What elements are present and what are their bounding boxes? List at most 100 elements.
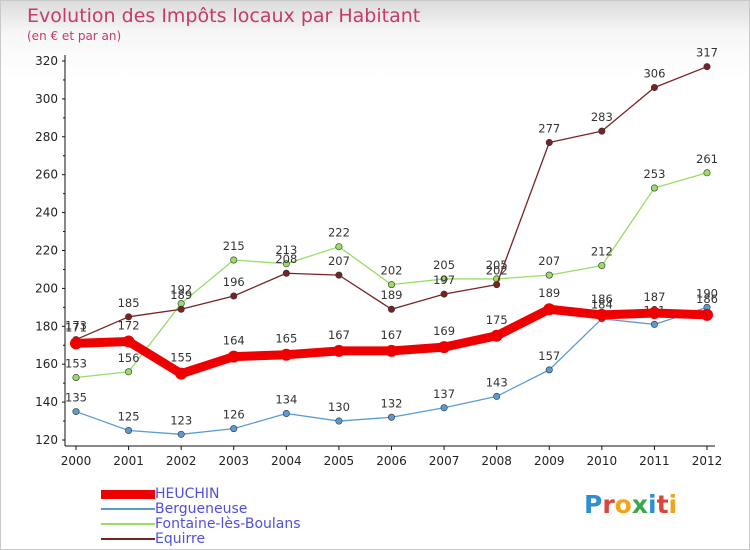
data-point-fontaine-l-s-boulans — [387, 281, 395, 289]
data-label-bergueneuse: 157 — [538, 349, 560, 363]
legend-label: Fontaine-lès-Boulans — [155, 516, 301, 532]
data-label-heuchin: 164 — [223, 334, 245, 348]
x-tick-label: 2010 — [587, 454, 618, 468]
data-point-equirre — [335, 271, 343, 279]
x-tick-label: 2006 — [376, 454, 407, 468]
data-label-heuchin: 165 — [275, 332, 297, 346]
x-tick-label: 2005 — [324, 454, 355, 468]
data-label-fontaine-l-s-boulans: 153 — [65, 356, 87, 370]
data-point-bergueneuse — [387, 413, 395, 421]
data-label-heuchin: 186 — [591, 292, 613, 306]
proxiti-logo: Proxiti — [584, 490, 677, 519]
data-label-heuchin: 169 — [433, 324, 455, 338]
logo-letter: o — [614, 490, 632, 519]
data-point-bergueneuse — [650, 320, 658, 328]
data-point-equirre — [493, 281, 501, 289]
data-point-bergueneuse — [440, 404, 448, 412]
x-tick-label: 2011 — [639, 454, 670, 468]
x-tick-label: 2012 — [692, 454, 723, 468]
data-point-equirre — [598, 127, 606, 135]
data-point-bergueneuse — [545, 366, 553, 374]
data-label-heuchin: 175 — [486, 313, 508, 327]
data-label-heuchin: 172 — [118, 318, 140, 332]
data-point-equirre — [650, 84, 658, 92]
data-label-heuchin: 186 — [696, 292, 718, 306]
logo-letter: t — [656, 490, 669, 519]
x-tick-label: 2003 — [218, 454, 249, 468]
data-point-heuchin — [70, 337, 82, 350]
y-tick-label: 180 — [35, 319, 58, 333]
y-tick-label: 140 — [35, 395, 58, 409]
data-label-bergueneuse: 190 — [696, 286, 718, 300]
data-point-equirre — [703, 63, 711, 71]
data-point-fontaine-l-s-boulans — [440, 275, 448, 283]
data-point-fontaine-l-s-boulans — [545, 271, 553, 279]
data-point-heuchin — [701, 308, 713, 321]
data-point-heuchin — [385, 344, 398, 357]
data-point-bergueneuse — [335, 417, 343, 425]
data-label-equirre: 317 — [696, 46, 718, 60]
data-point-fontaine-l-s-boulans — [72, 373, 80, 381]
x-tick-label: 2008 — [481, 454, 512, 468]
logo-letter: i — [668, 490, 678, 519]
data-label-fontaine-l-s-boulans: 156 — [118, 351, 140, 365]
data-label-fontaine-l-s-boulans: 212 — [591, 245, 613, 259]
data-point-equirre — [177, 305, 185, 313]
data-point-equirre — [230, 292, 238, 300]
data-point-heuchin — [595, 308, 608, 321]
data-point-bergueneuse — [125, 427, 133, 435]
data-point-bergueneuse — [230, 425, 238, 433]
data-label-fontaine-l-s-boulans: 222 — [328, 226, 350, 240]
data-label-equirre: 202 — [486, 264, 508, 278]
logo-letter: P — [584, 490, 603, 519]
data-label-equirre: 189 — [170, 288, 192, 302]
data-point-bergueneuse — [72, 408, 80, 416]
data-label-bergueneuse: 143 — [486, 375, 508, 389]
legend-item: Equirre — [101, 531, 205, 547]
legend-item: HEUCHIN — [101, 486, 220, 502]
data-point-bergueneuse — [177, 430, 185, 438]
data-label-equirre: 173 — [65, 319, 87, 333]
data-label-equirre: 185 — [118, 296, 140, 310]
data-label-heuchin: 167 — [328, 328, 350, 342]
data-label-heuchin: 189 — [538, 286, 560, 300]
legend-swatch — [101, 489, 155, 499]
data-label-fontaine-l-s-boulans: 213 — [275, 243, 297, 257]
data-label-heuchin: 171 — [65, 320, 87, 334]
data-label-bergueneuse: 130 — [328, 400, 350, 414]
data-label-equirre: 283 — [591, 110, 613, 124]
data-label-bergueneuse: 126 — [223, 408, 245, 422]
data-point-equirre — [387, 305, 395, 313]
data-point-heuchin — [490, 329, 503, 342]
data-point-bergueneuse — [493, 392, 501, 400]
data-label-equirre: 189 — [381, 288, 403, 302]
legend-swatch — [101, 508, 155, 510]
data-label-bergueneuse: 135 — [65, 391, 87, 405]
legend-label: Bergueneuse — [155, 501, 248, 517]
data-point-fontaine-l-s-boulans — [282, 260, 290, 268]
data-point-equirre — [440, 290, 448, 298]
data-label-equirre: 197 — [433, 273, 455, 287]
x-tick-label: 2004 — [271, 454, 302, 468]
x-tick-label: 2002 — [166, 454, 197, 468]
y-tick-label: 220 — [35, 244, 58, 258]
x-tick-label: 2000 — [61, 454, 92, 468]
data-label-bergueneuse: 137 — [433, 387, 455, 401]
y-tick-label: 260 — [35, 168, 58, 182]
x-tick-label: 2009 — [534, 454, 565, 468]
y-tick-label: 120 — [35, 433, 58, 447]
data-label-bergueneuse: 184 — [591, 298, 613, 312]
data-label-bergueneuse: 123 — [170, 413, 192, 427]
data-point-fontaine-l-s-boulans — [703, 169, 711, 177]
data-label-bergueneuse: 125 — [118, 410, 140, 424]
data-label-heuchin: 187 — [643, 290, 665, 304]
chart-subtitle: (en € et par an) — [27, 29, 122, 43]
data-label-heuchin: 155 — [170, 351, 192, 365]
data-label-equirre: 196 — [223, 275, 245, 289]
legend-swatch — [101, 538, 155, 540]
data-label-fontaine-l-s-boulans: 207 — [538, 254, 560, 268]
logo-letter: x — [631, 490, 648, 519]
data-point-equirre — [125, 313, 133, 321]
data-label-fontaine-l-s-boulans: 205 — [433, 258, 455, 272]
